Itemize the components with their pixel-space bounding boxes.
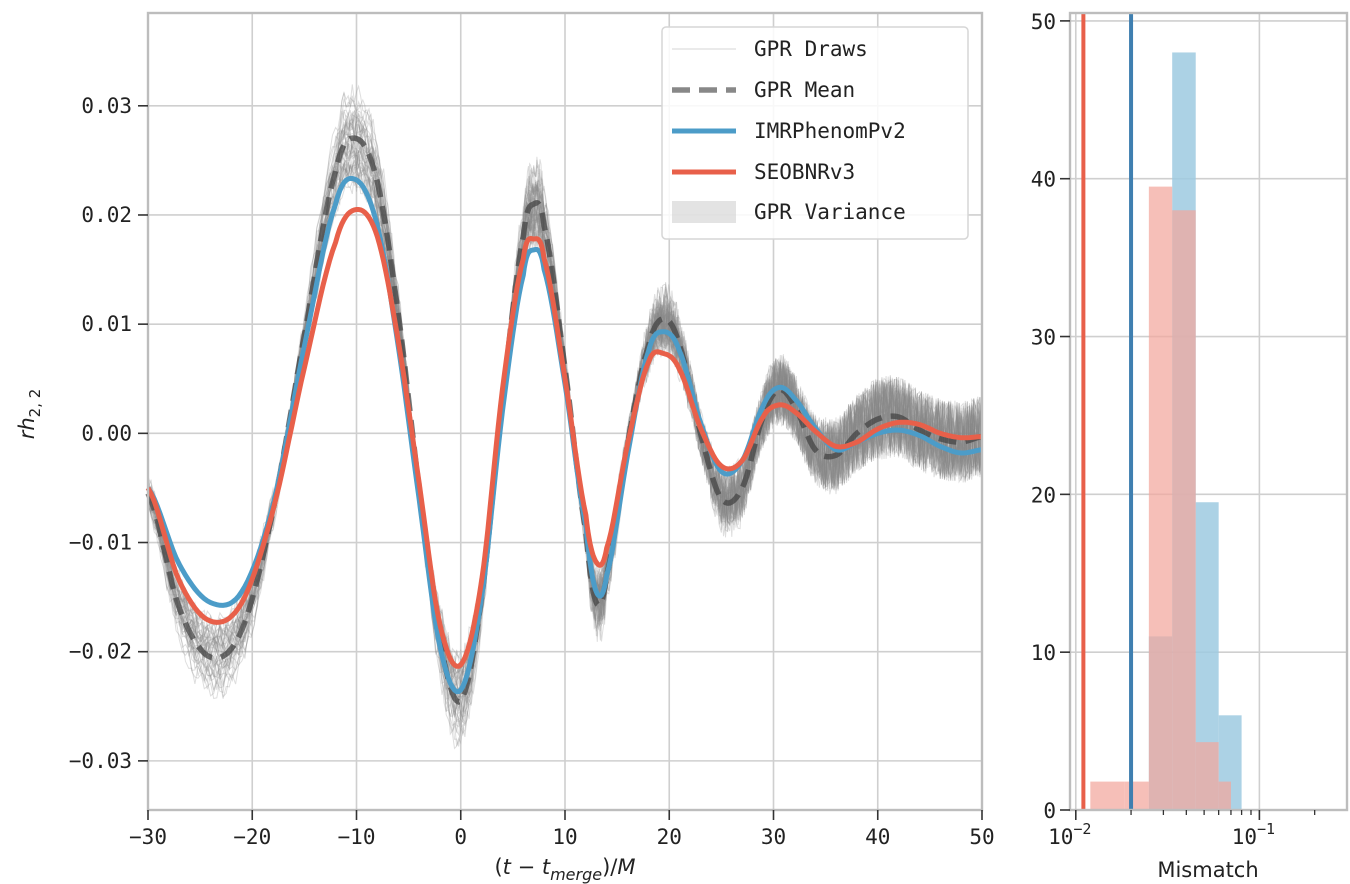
mismatch-frame [1068, 11, 1349, 812]
seob-hist-bar [1195, 742, 1219, 810]
y-tick-label: 0.03 [81, 94, 132, 118]
seob-hist-bar [1172, 210, 1196, 810]
gpr-draw-line [147, 117, 983, 723]
gpr-draw-line [147, 118, 983, 718]
imr-hist-bar [1195, 502, 1219, 810]
seob-hist-bar [1124, 781, 1149, 810]
mismatch-panel: 0 10 20 30 40 50 10−2 10−1 Mismatch [1031, 10, 1349, 882]
mismatch-x-tick-label: 10−2 [1048, 820, 1091, 849]
gpr-draw-line [147, 113, 983, 728]
waveform-ylabel: rh2, 2 [15, 389, 44, 440]
x-tick-label: −10 [338, 825, 376, 849]
y-tick-label: 0.02 [81, 203, 132, 227]
gpr-draw-line [147, 159, 983, 684]
x-tick-label: 30 [761, 825, 786, 849]
y-tick-label: −0.01 [69, 531, 132, 555]
gpr-draw-line [147, 165, 983, 670]
mismatch-y-tick-label: 20 [1031, 483, 1056, 507]
x-tick-label: −20 [233, 825, 271, 849]
legend-label: SEOBNRv3 [754, 160, 855, 184]
gpr-draw-line [147, 150, 983, 693]
waveform-legend: GPR Draws GPR Mean IMRPhenomPv2 SEOBNRv3 GPR… [661, 26, 969, 240]
y-tick-label: −0.02 [69, 640, 132, 664]
mismatch-bars [1081, 13, 1242, 811]
gpr-draw-line [147, 96, 983, 747]
seob-hist-bar [1148, 186, 1173, 811]
legend-variance-swatch [672, 201, 736, 223]
legend-label: GPR Draws [754, 37, 868, 61]
mismatch-y-tick-label: 30 [1031, 326, 1056, 350]
gpr-draw-line [147, 121, 983, 717]
x-tick-label: 40 [865, 825, 890, 849]
x-tick-label: 20 [657, 825, 682, 849]
gpr-draw-line [147, 140, 983, 704]
mismatch-x-tick-label: 10−1 [1232, 820, 1275, 849]
gpr-draw-line [147, 108, 983, 737]
gpr-draw-line [147, 112, 983, 731]
mismatch-y-tick-label: 40 [1031, 168, 1056, 192]
y-tick-label: 0.00 [81, 421, 132, 445]
seobnrv3-line [145, 207, 983, 669]
waveform-ticks: −30 −20 −10 0 10 20 30 40 50 −0.03 −0.02 −0.01 0.00 0… [69, 94, 995, 849]
seob-hist-bar [1090, 781, 1125, 810]
mismatch-y-tick-label: 0 [1043, 799, 1056, 823]
gpr-draw-line [147, 157, 983, 685]
x-tick-label: 0 [454, 825, 467, 849]
imrphenompv2-line [145, 175, 983, 695]
legend-label: GPR Variance [754, 200, 906, 224]
mismatch-y-tick-label: 10 [1031, 641, 1056, 665]
y-tick-label: −0.03 [69, 749, 132, 773]
seob-hist-bar [1218, 781, 1231, 810]
gpr-draw-line [147, 117, 983, 721]
mismatch-y-tick-label: 50 [1031, 10, 1056, 34]
mismatch-xlabel: Mismatch [1157, 858, 1258, 882]
gpr-draw-line [147, 131, 983, 709]
legend-box [661, 26, 969, 240]
waveform-lines [145, 135, 983, 706]
gpr-draw-line [147, 90, 983, 747]
waveform-panel: −30 −20 −10 0 10 20 30 40 50 −0.03 −0.02 −0.01 0.00 0… [15, 11, 995, 884]
legend-label: IMRPhenomPv2 [754, 119, 906, 143]
mismatch-ticks: 0 10 20 30 40 50 10−2 10−1 [1031, 10, 1316, 849]
legend-label: GPR Mean [754, 78, 855, 102]
y-tick-label: 0.01 [81, 312, 132, 336]
waveform-xlabel: (t − tmerge)/M [494, 855, 635, 884]
x-tick-label: 50 [969, 825, 994, 849]
gpr-draw-line [147, 84, 983, 750]
gpr-mean-line [145, 135, 983, 706]
gpr-draw-line [147, 113, 983, 723]
x-tick-label: −30 [129, 825, 167, 849]
x-tick-label: 10 [552, 825, 577, 849]
gpr-draw-line [147, 95, 983, 736]
